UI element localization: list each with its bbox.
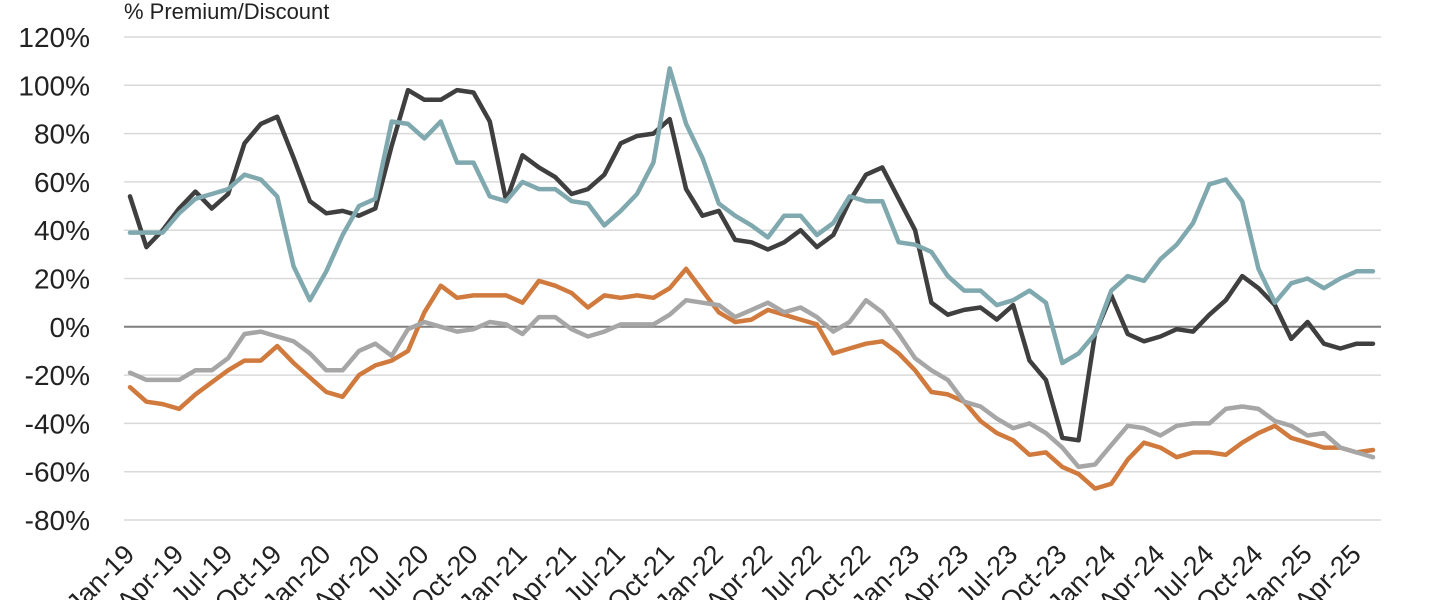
gridlines bbox=[124, 36, 1381, 521]
y-tick-label: 120% bbox=[18, 22, 90, 53]
y-tick-label: 40% bbox=[34, 215, 90, 246]
y-tick-label: 0% bbox=[50, 312, 90, 343]
y-tick-label: -20% bbox=[25, 360, 90, 391]
series-lines bbox=[127, 66, 1376, 491]
y-tick-label: 100% bbox=[18, 70, 90, 101]
series-line-1 bbox=[127, 87, 1376, 443]
y-tick-label: -60% bbox=[25, 457, 90, 488]
series-line-4 bbox=[127, 297, 1376, 470]
y-axis-ticks: 120% 100% 80% 60% 40% 20% 0% -20% -40% -60% -80% bbox=[18, 22, 90, 536]
y-tick-label: 80% bbox=[34, 119, 90, 150]
series-line-2 bbox=[127, 66, 1376, 366]
series-line-3 bbox=[127, 266, 1376, 491]
y-tick-label: -80% bbox=[25, 505, 90, 536]
y-tick-label: -40% bbox=[25, 408, 90, 439]
x-axis-ticks: Jan-19Apr-19Jul-19Oct-19Jan-20Apr-20Jul-… bbox=[61, 539, 1367, 600]
y-tick-label: 60% bbox=[34, 167, 90, 198]
y-tick-label: 20% bbox=[34, 264, 90, 295]
y-axis-title: % Premium/Discount bbox=[124, 0, 329, 24]
